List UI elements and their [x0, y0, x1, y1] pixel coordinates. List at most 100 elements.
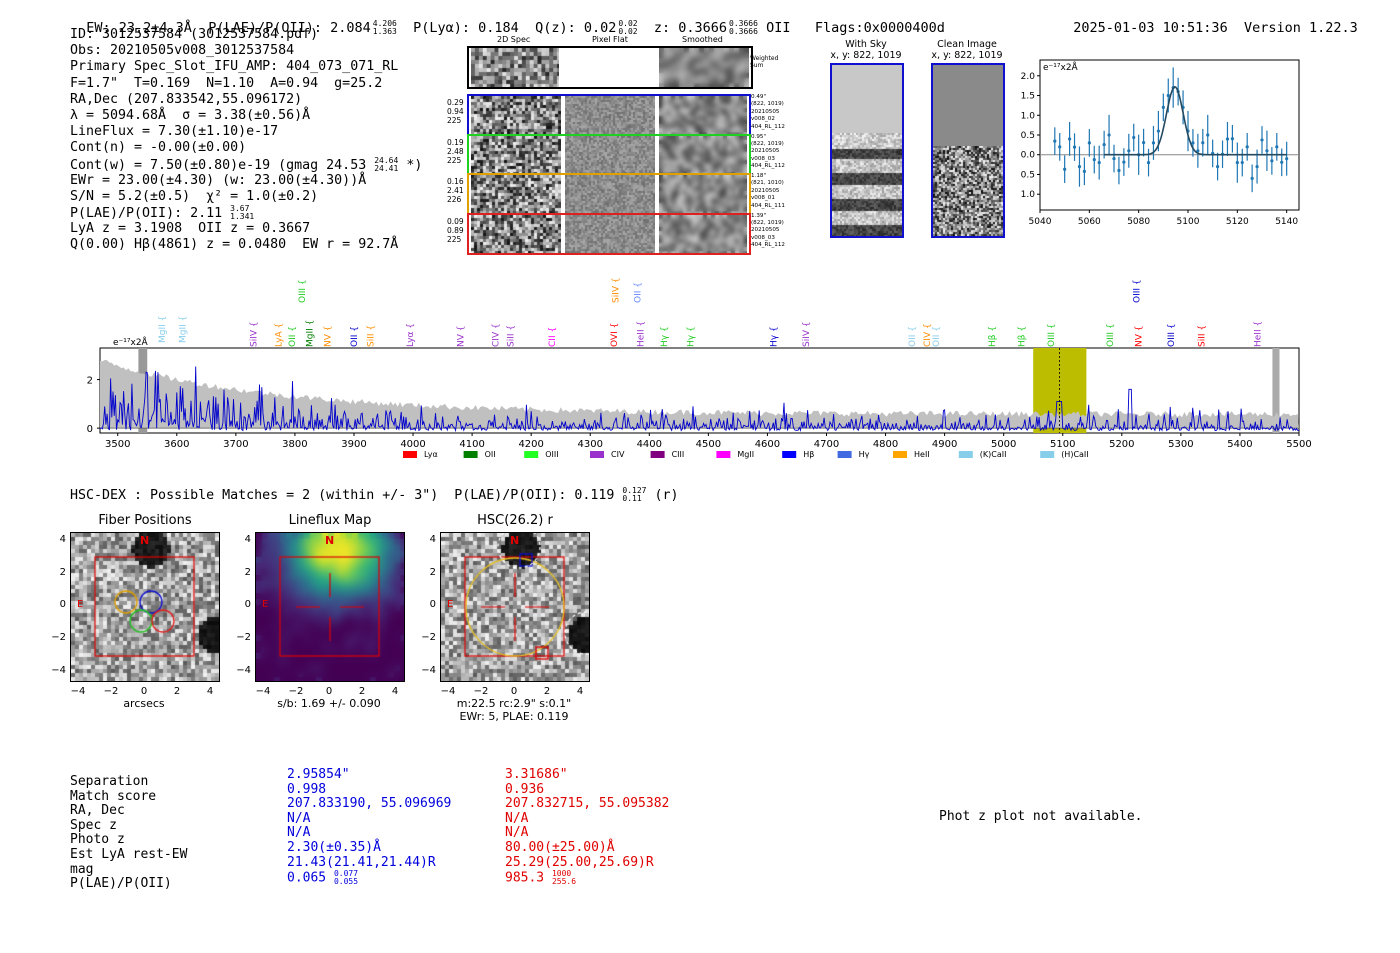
- cutout-row: [467, 212, 751, 255]
- hsc-ytick-label: 2: [244, 567, 251, 578]
- zoom-xtick-label: 5040: [1029, 217, 1052, 227]
- spectrum-xtick-label: 4000: [400, 439, 425, 450]
- spectrum-line-label-text: OIII {: [298, 279, 308, 303]
- hsc-panel-xlabel: arcsecs: [123, 697, 165, 710]
- cutout-row-meta: 0.95" (822, 1019) 20210505 v008_03 404_RL_11…: [751, 134, 796, 171]
- zoom-data-point: [1166, 93, 1170, 98]
- spectrum-line-label: Hβ {: [988, 326, 998, 347]
- hsc-ytick-label: 0: [59, 599, 66, 610]
- cutout-row-value: 2.41: [447, 186, 464, 195]
- spectrum-line-label-text: Lyα {: [406, 323, 416, 347]
- zoom-data-point: [1250, 176, 1254, 180]
- spectrum-line-label: CIV {: [492, 323, 502, 347]
- hsc-xtick-label: 2: [543, 686, 551, 697]
- cutout-row-value: 226: [447, 195, 462, 204]
- zoom-data-point: [1156, 129, 1160, 133]
- legend-swatch: [958, 451, 973, 458]
- spectrum-line-label-text: Hγ {: [769, 326, 779, 347]
- hsc-xtick-label: 4: [391, 686, 399, 697]
- cutout-row-meta-line: (821, 1010): [751, 180, 784, 187]
- zoom-data-point: [1255, 164, 1259, 169]
- zoom-data-point: [1260, 138, 1264, 142]
- legend-swatch: [893, 451, 907, 458]
- cutout-2d-spec: [471, 96, 561, 134]
- zoom-data-point: [1206, 133, 1210, 137]
- hsc-xtick-label: −2: [473, 686, 489, 697]
- legend-label: HeII: [914, 450, 930, 459]
- spectrum-line-label: SiII {: [506, 325, 516, 347]
- spectrum-line-label: Hγ {: [687, 326, 697, 347]
- weighted-sum-smoothed: [659, 48, 749, 87]
- legend-label: OIII: [545, 450, 558, 459]
- table-col2-plae-sup: 1000: [551, 869, 572, 879]
- spectrum-line-label-text: OII {: [932, 326, 942, 347]
- spectrum-line-label: NV {: [456, 326, 466, 347]
- info-primary: Primary Spec_Slot_IFU_AMP: 404_073_071_R…: [70, 59, 399, 75]
- spectrum-line-label-text: CIV {: [923, 323, 933, 347]
- cutout-smoothed: [659, 135, 747, 174]
- header-plae: P(LAE)/P(OII): 2.084: [208, 20, 371, 36]
- hsc-ytick-label: −2: [51, 632, 66, 643]
- hsc-panel-caption: m:22.5 rc:2.9" s:0.1": [456, 697, 572, 710]
- hsc-ytick-label: 2: [59, 567, 66, 578]
- spectrum-xtick-label: 3900: [341, 439, 366, 450]
- legend-swatch: [590, 451, 604, 458]
- table-col1-plae: 0.065 0.077 0.055: [287, 870, 451, 887]
- hsc-xtick-label: 0: [325, 686, 333, 697]
- cutout-pixel-flat: [565, 96, 655, 134]
- header-datetime-version: 2025-01-03 10:51:36 Version 1.22.3: [1057, 4, 1358, 36]
- zoom-ytick-label: 0.5: [1021, 131, 1035, 141]
- hsc-ytick-label: −2: [236, 632, 251, 643]
- header-qz: Q(z): 0.02: [535, 20, 617, 36]
- table-col2-lya-ew: 80.00(±25.00)Å: [505, 839, 615, 855]
- spectrum-line-label-text: SiIV {: [612, 277, 622, 303]
- cutout-row-meta-line: 404_RL_112: [751, 242, 785, 249]
- legend-swatch: [782, 451, 797, 458]
- cutout-row-value: 225: [447, 116, 462, 125]
- clean-image-title-block: Clean Image x, y: 822, 1019: [928, 39, 1006, 61]
- spectrum-line-label: Hβ {: [1017, 326, 1027, 347]
- table-col1-plae-sub: 0.055: [333, 877, 359, 887]
- east-label: E: [262, 599, 269, 610]
- north-label: N: [140, 534, 150, 547]
- hsc-ytick-label: −2: [421, 632, 436, 643]
- header-summary: EW: 23.2±4.3Å P(LAE)/P(OII): 2.084 4.206 1…: [70, 4, 945, 37]
- with-sky-title-block: With Sky x, y: 822, 1019: [827, 39, 905, 61]
- cutout-row-meta-line: v008_03: [751, 234, 775, 241]
- zoom-data-point: [1127, 149, 1131, 153]
- cutout-row-values: 0.09 0.89 225: [447, 217, 467, 244]
- col-smoothed: Smoothed: [682, 35, 723, 44]
- spectrum-line-label: MgII {: [158, 316, 168, 343]
- info-lambda: λ = 5094.68Å σ = 3.38(±0.56)Å: [70, 107, 311, 123]
- spectrum-line-label: SiII {: [367, 325, 377, 347]
- zoom-xtick-label: 5060: [1078, 217, 1101, 227]
- table-col1-separation: 2.95854": [287, 767, 350, 782]
- spectrum-line-label: LyA {: [274, 323, 284, 347]
- hsc-xtick-label: 4: [206, 686, 214, 697]
- match-table-col2: 3.31686" 0.936 207.832715, 55.095382 N/A…: [505, 767, 669, 885]
- spectrum-line-label-text: Hβ {: [1017, 326, 1027, 347]
- hsc-ytick-label: 0: [244, 599, 251, 610]
- hsc-panel-title: HSC(26.2) r: [477, 513, 553, 528]
- info-lineflux: LineFlux = 7.30(±1.10)e-17: [70, 124, 279, 140]
- cutout-2d-spec: [471, 135, 561, 174]
- spectrum-line-label: CIV {: [923, 323, 933, 347]
- header-z-sup: 0.3666: [729, 19, 758, 28]
- spectrum-line-label-text: OIII {: [1106, 323, 1116, 347]
- info-contw-sub: 24.41: [374, 163, 399, 173]
- header-version: Version 1.22.3: [1243, 20, 1358, 36]
- hsc-ytick-label: 4: [244, 534, 251, 545]
- legend-label: OII: [485, 450, 496, 459]
- cutout-row-meta: 1.18" (821, 1010) 20210505 v008_01 404_RL_11…: [751, 173, 796, 210]
- spectrum-line-label: SiII {: [1198, 325, 1208, 347]
- legend-swatch: [403, 451, 417, 458]
- spectrum-line-label-text: CII {: [548, 327, 558, 347]
- table-col1-mag: 21.43(21.41,21.44)R: [287, 854, 436, 870]
- legend-swatch: [837, 451, 852, 458]
- hsc-summary-end: (r): [654, 488, 679, 503]
- info-obs: Obs: 20210505v008_3012537584: [70, 43, 295, 59]
- info-lya-z: LyA z = 3.1908 OII z = 0.3667: [70, 221, 311, 237]
- zoom-data-point: [1235, 161, 1239, 165]
- zoom-data-point: [1122, 160, 1126, 164]
- info-contw-label: Cont(w) = 7.50(±0.80)e-19 (gmag 24.53: [70, 157, 367, 173]
